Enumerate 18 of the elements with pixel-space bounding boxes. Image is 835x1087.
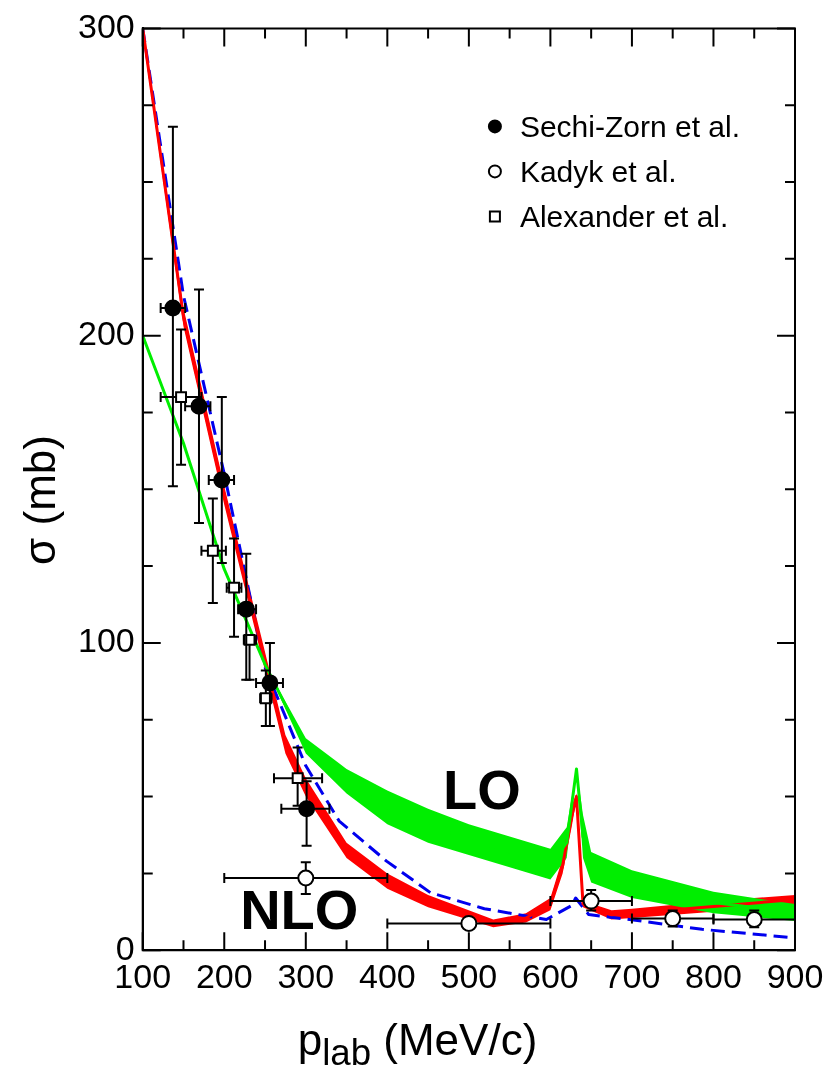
x-tick-label: 200 <box>195 956 253 995</box>
annotation: NLO <box>240 877 359 941</box>
x-tick-label: 300 <box>277 956 335 995</box>
x-tick-label: 700 <box>603 956 661 995</box>
x-tick-label: 500 <box>440 956 498 995</box>
legend-label: Kadyk et al. <box>519 154 677 188</box>
x-tick-label: 600 <box>522 956 579 995</box>
annotation: LO <box>443 757 521 821</box>
y-axis-title: σ (mb) <box>14 435 65 565</box>
x-tick-label: 900 <box>766 956 824 995</box>
legend-label: Alexander et al. <box>519 199 729 233</box>
y-tick-label: 200 <box>77 314 135 353</box>
x-tick-label: 400 <box>358 956 416 995</box>
y-tick-label: 100 <box>77 621 135 660</box>
x-tick-label: 800 <box>685 956 742 995</box>
y-tick-label: 300 <box>77 6 135 45</box>
x-axis-title: p$_{lab}$ (MeV/c) <box>296 1015 539 1074</box>
legend-label: Sechi-Zorn et al. <box>519 109 740 143</box>
